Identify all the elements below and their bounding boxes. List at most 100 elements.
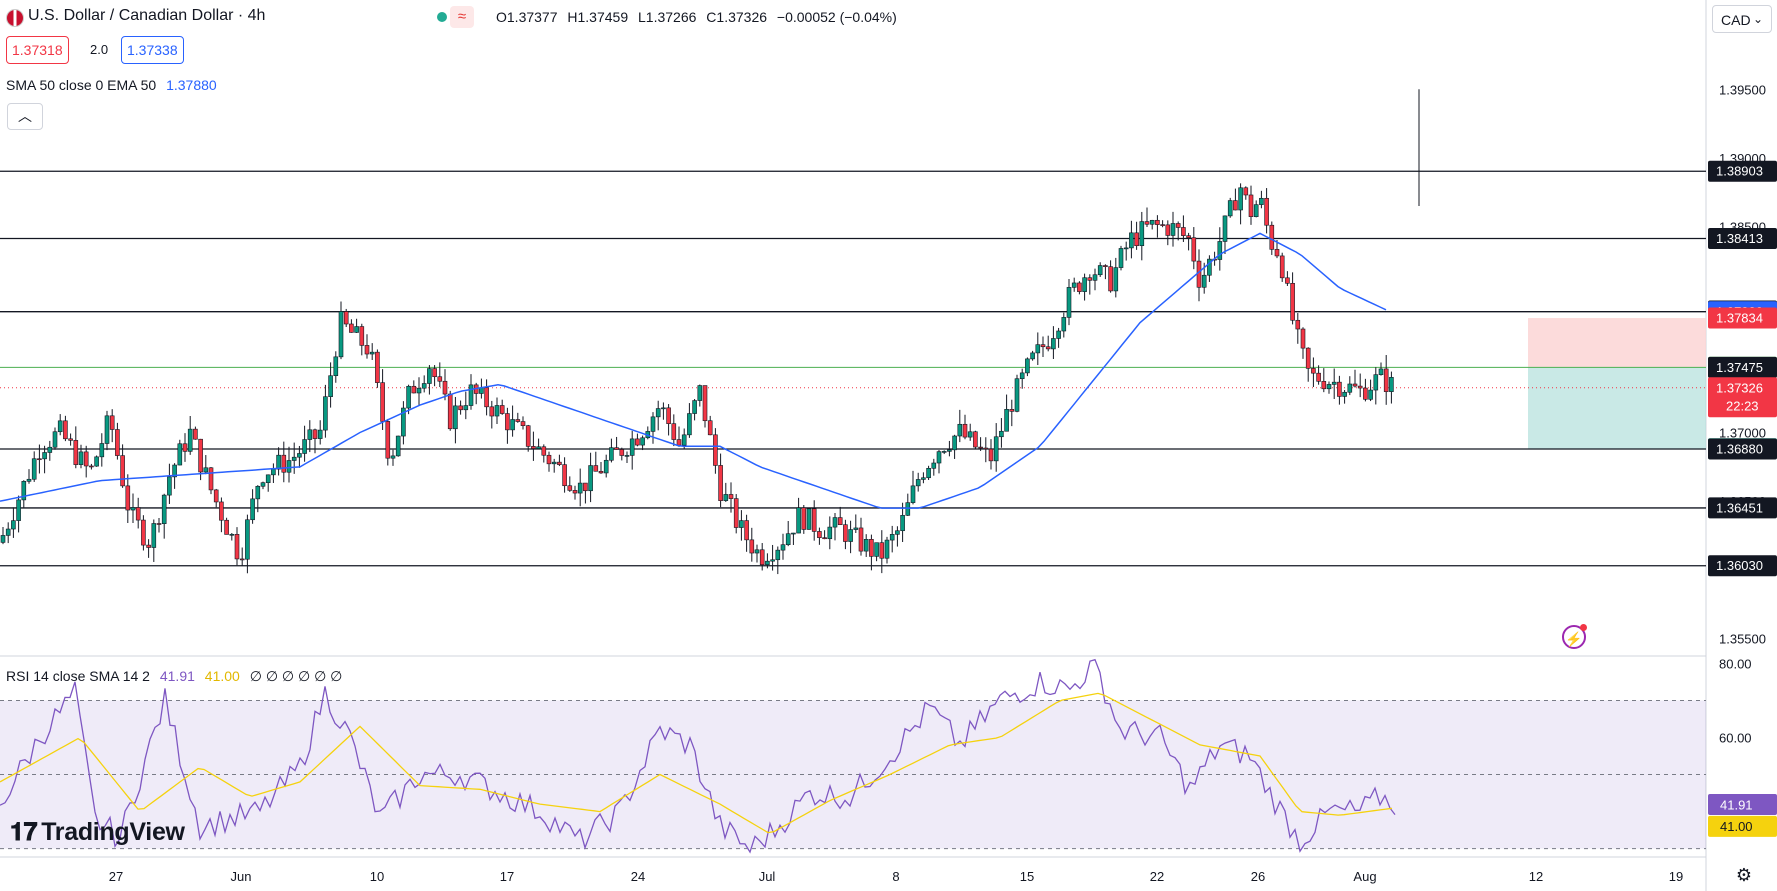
time-tick-label: 8 — [892, 869, 899, 884]
symbol-title[interactable]: U.S. Dollar / Canadian Dollar · 4h — [28, 7, 266, 24]
candle — [572, 490, 578, 494]
candle — [302, 439, 307, 454]
collapse-legend-button[interactable]: ︿ — [7, 103, 43, 130]
candle — [317, 429, 323, 439]
candle — [442, 380, 448, 395]
candle — [1264, 197, 1269, 226]
candle — [1165, 224, 1171, 236]
low-value: L1.37266 — [638, 9, 697, 25]
price-label-box — [1708, 228, 1777, 250]
candle — [1295, 319, 1301, 330]
buy-button[interactable]: 1.37338 — [121, 36, 184, 64]
candle — [1149, 219, 1155, 225]
candle — [811, 508, 817, 532]
candle — [1144, 221, 1150, 225]
candle — [536, 446, 541, 449]
candle — [1316, 372, 1321, 382]
candle — [843, 524, 848, 542]
rsi-label: RSI 14 close SMA 14 2 — [6, 668, 150, 684]
take-profit-zone[interactable] — [1528, 367, 1706, 449]
candle — [848, 529, 853, 542]
candle — [967, 431, 973, 438]
candle — [1035, 344, 1041, 354]
candle — [1030, 352, 1035, 360]
candle — [1118, 248, 1124, 268]
candle — [780, 544, 786, 551]
candle — [827, 526, 833, 540]
candle — [640, 437, 645, 446]
candle — [16, 499, 21, 521]
candle — [697, 385, 703, 401]
candle — [406, 385, 411, 409]
candle — [447, 393, 453, 430]
candle — [713, 434, 718, 466]
candle — [453, 405, 458, 430]
stop-loss-zone[interactable] — [1528, 318, 1706, 368]
rsi-null-values: ∅ ∅ ∅ ∅ ∅ ∅ — [249, 668, 343, 684]
candle — [94, 456, 99, 467]
candle — [952, 435, 957, 451]
candle — [187, 428, 193, 452]
candle — [546, 454, 552, 465]
candle — [1378, 368, 1384, 375]
candle — [31, 458, 37, 480]
candle — [915, 479, 921, 487]
wave-icon[interactable]: ≈ — [450, 6, 474, 28]
candle — [822, 537, 827, 540]
candle — [1160, 224, 1165, 226]
candle — [395, 435, 401, 457]
candle — [427, 368, 432, 384]
candle — [120, 455, 125, 487]
candle — [411, 385, 417, 394]
candle — [900, 515, 905, 532]
candle — [999, 430, 1004, 438]
candle — [463, 405, 469, 411]
candle — [889, 534, 895, 541]
rsi-value-box — [1708, 793, 1777, 815]
price-label-box — [1708, 377, 1777, 418]
time-axis[interactable]: 27 Jun 10 17 24 Jul 8 15 22 26 Aug 12 19 — [109, 869, 1683, 884]
candle — [1331, 381, 1337, 385]
candle — [265, 474, 271, 483]
candle — [1383, 368, 1389, 392]
candle — [728, 494, 734, 499]
currency-selector[interactable]: CAD ⌄ — [1712, 5, 1772, 33]
candle — [1274, 249, 1280, 257]
candle — [333, 356, 339, 377]
sell-button[interactable]: 1.37318 — [6, 36, 69, 64]
candle — [1103, 265, 1108, 267]
candle — [208, 467, 214, 491]
price-axis[interactable]: 1.395001.390001.385001.375001.370001.365… — [1708, 82, 1777, 837]
rsi-sma-value: 41.00 — [204, 668, 240, 684]
candle — [213, 489, 219, 503]
rsi-pane[interactable] — [0, 658, 1706, 854]
change-value: −0.00052 (−0.04%) — [776, 9, 897, 25]
rsi-legend[interactable]: RSI 14 close SMA 14 2 41.91 41.00 ∅ ∅ ∅ … — [6, 668, 342, 685]
candle — [380, 382, 385, 422]
candle — [182, 443, 188, 452]
rsi-sma-line — [0, 692, 1393, 834]
candle — [583, 482, 588, 492]
candle — [42, 452, 47, 460]
time-tick-label: 10 — [370, 869, 384, 884]
candle — [1097, 265, 1103, 276]
sma-legend[interactable]: SMA 50 close 0 EMA 50 1.37880 — [6, 77, 217, 93]
gear-icon[interactable]: ⚙ — [1735, 865, 1753, 885]
candle — [1139, 221, 1145, 247]
candle — [1077, 282, 1082, 292]
candle — [1009, 409, 1015, 412]
time-tick-label: 26 — [1251, 869, 1265, 884]
flash-alert-icon[interactable]: ⚡ — [1562, 624, 1587, 649]
candle — [416, 387, 422, 394]
candle — [1186, 235, 1191, 238]
candle — [83, 451, 89, 467]
candle — [770, 559, 775, 562]
time-tick-label: Aug — [1353, 869, 1376, 884]
candle — [11, 520, 16, 530]
close-value: C1.37326 — [706, 9, 768, 25]
price-tick-label: 1.35500 — [1719, 632, 1766, 647]
price-label-level: 1.36880 — [1716, 442, 1763, 457]
